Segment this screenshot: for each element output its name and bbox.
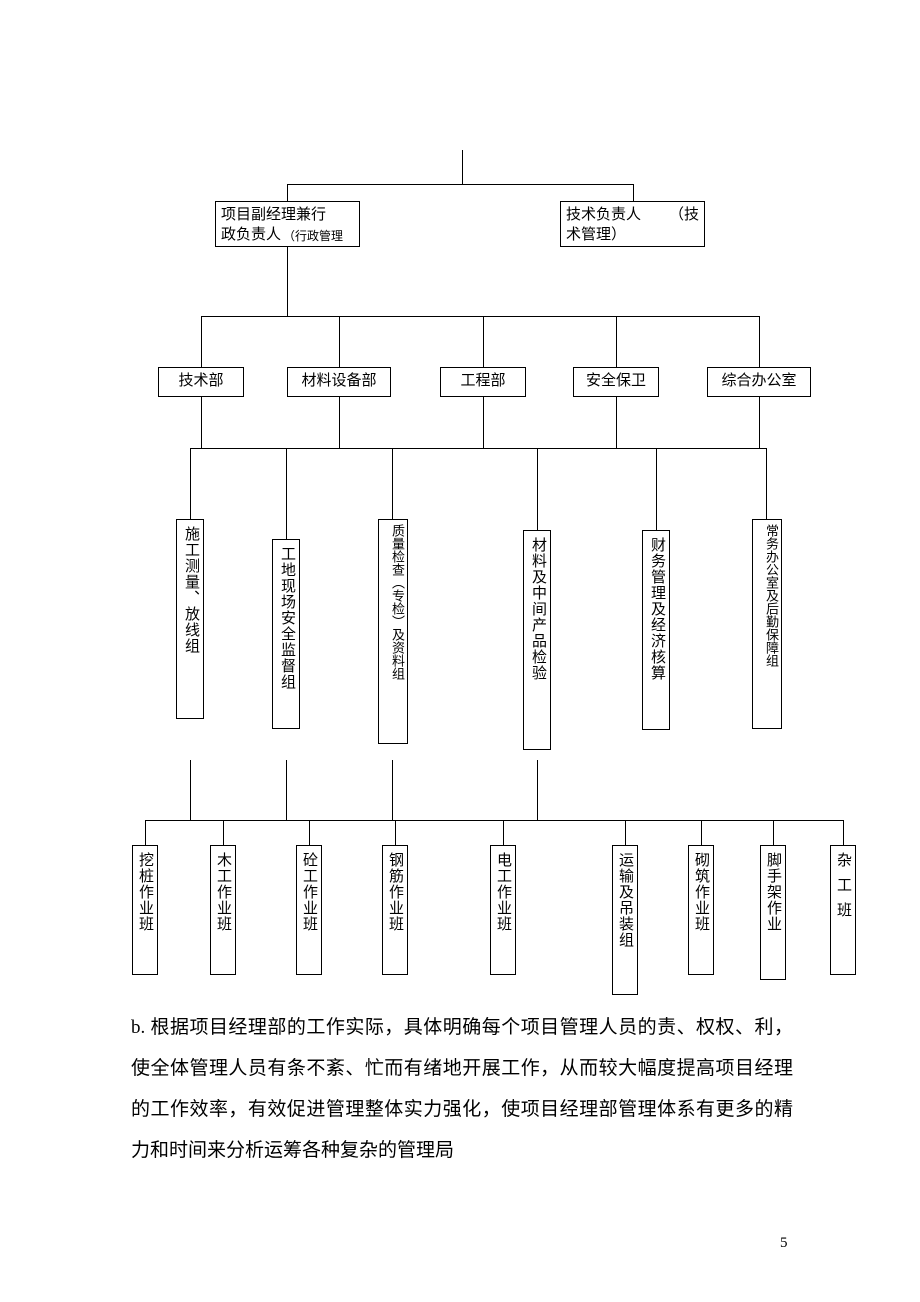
l4-box-5: 运输及吊装组: [612, 845, 638, 995]
l3-box-2: 质量检查（专检）及资料组: [378, 519, 408, 744]
l2-box-1: 材料设备部: [287, 367, 391, 397]
l2-box-3: 安全保卫: [573, 367, 659, 397]
l3-box-4: 财务管理及经济核算: [642, 530, 670, 730]
l4-box-7: 脚手架作业: [760, 845, 786, 980]
l4-box-8: 杂工班: [830, 845, 856, 975]
l3-box-1: 工地现场安全监督组: [272, 539, 300, 729]
l2-box-0: 技术部: [158, 367, 244, 397]
l4-box-4: 电工作业班: [490, 845, 516, 975]
body-paragraph: b. 根据项目经理部的工作实际，具体明确每个项目管理人员的责、权权、利，使全体管…: [131, 1008, 793, 1171]
l1-left: 项目副经理兼行政负责人（行政管理: [215, 201, 360, 247]
l3-box-5: 常务办公室及后勤保障组: [752, 519, 782, 729]
l2-box-4: 综合办公室: [707, 367, 811, 397]
l3-box-3: 材料及中间产品检验: [523, 530, 551, 750]
l2-box-2: 工程部: [440, 367, 526, 397]
l4-box-3: 钢筋作业班: [382, 845, 408, 975]
l4-box-2: 砼工作业班: [296, 845, 322, 975]
page-number: 5: [780, 1235, 788, 1252]
l3-box-0: 施工测量、放线组: [176, 519, 204, 719]
l4-box-0: 挖桩作业班: [132, 845, 158, 975]
l1-right: 技术负责人（技术管理）: [560, 201, 705, 247]
l4-box-6: 砌筑作业班: [688, 845, 714, 975]
l4-box-1: 木工作业班: [210, 845, 236, 975]
